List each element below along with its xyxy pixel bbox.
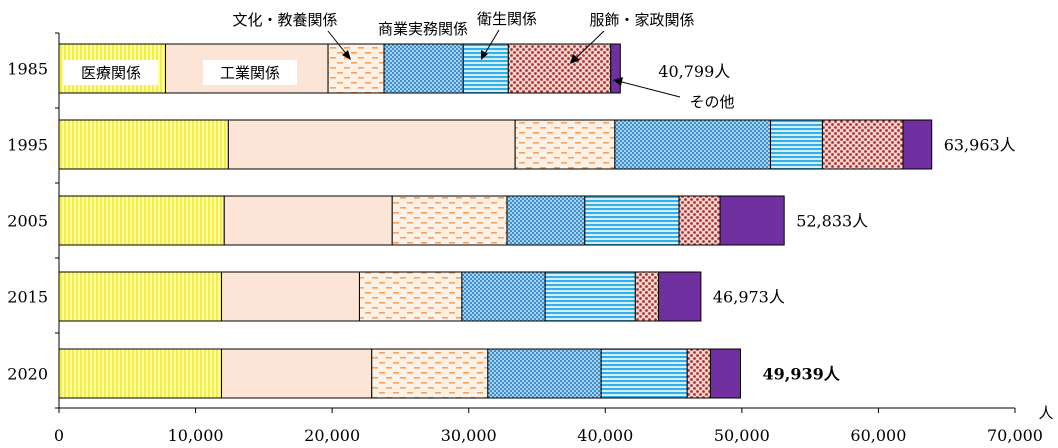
y-ticks-layer: 1985 1995 2005 2015 2020 bbox=[7, 32, 59, 409]
bar-segment-1995-s1 bbox=[227, 119, 516, 170]
annotations: 医療関係 工業関係 文化・教養関係 商業実務関係 衛生関係 服飾・家政関係 その… bbox=[64, 10, 735, 111]
callout-culture-arrowhead bbox=[342, 50, 351, 60]
total-label-2020: 49,939人 bbox=[762, 365, 840, 384]
callout-other-line bbox=[617, 80, 681, 98]
bar-segment-2015-s0 bbox=[58, 271, 223, 322]
bar-segment-2020-s3 bbox=[487, 348, 602, 399]
callout-other: その他 bbox=[689, 93, 734, 111]
callout-commerce: 商業実務関係 bbox=[378, 20, 468, 38]
bar-segment-2005-s3 bbox=[506, 195, 586, 246]
callout-culture: 文化・教養関係 bbox=[232, 11, 337, 29]
bar-segment-1985-s3 bbox=[383, 43, 464, 94]
total-label-2005: 52,833人 bbox=[796, 212, 868, 231]
bar-segment-1985-s5 bbox=[507, 43, 612, 94]
bar-segment-2020-s6 bbox=[709, 348, 741, 399]
y-tick-label: 2015 bbox=[7, 288, 48, 307]
y-tick-label: 2005 bbox=[7, 212, 48, 231]
bar-segment-2020-s0 bbox=[58, 348, 223, 399]
x-tick-label: 70,000 bbox=[987, 426, 1043, 445]
x-tick-label: 10,000 bbox=[168, 426, 224, 445]
x-tick-label: 60,000 bbox=[850, 426, 906, 445]
bar-segment-2005-s2 bbox=[391, 195, 508, 246]
bar-segment-2005-s6 bbox=[719, 195, 785, 246]
bar-segment-2020-s2 bbox=[371, 348, 489, 399]
bar-segment-2005-s1 bbox=[223, 195, 393, 246]
y-tick-label: 1985 bbox=[7, 60, 48, 79]
callout-hygiene-line bbox=[483, 29, 500, 56]
axes-layer bbox=[58, 33, 1015, 409]
y-tick-label: 2020 bbox=[7, 365, 48, 384]
bar-segment-2005-s5 bbox=[678, 195, 721, 246]
label-bg-industry bbox=[203, 60, 297, 85]
totals-layer: 40,799人 63,963人 52,833人 46,973人 49,939人 bbox=[658, 62, 1015, 384]
bar-segment-1995-s5 bbox=[821, 119, 904, 170]
bar-segment-2020-s5 bbox=[686, 348, 711, 399]
bar-segment-2015-s5 bbox=[634, 271, 660, 322]
callout-hygiene-arrowhead bbox=[481, 50, 488, 60]
y-tick-label: 1995 bbox=[7, 136, 48, 155]
bar-segment-2005-s0 bbox=[58, 195, 225, 246]
bar-segment-1995-s3 bbox=[614, 119, 772, 170]
x-ticks-layer: 0 10,000 20,000 30,000 40,000 50,000 60,000 70,… bbox=[54, 408, 1043, 445]
bar-segment-1985-s4 bbox=[462, 43, 509, 94]
label-medical: 医療関係 bbox=[81, 64, 141, 82]
callout-apparel: 服飾・家政関係 bbox=[589, 11, 694, 29]
bar-segment-2005-s4 bbox=[584, 195, 680, 246]
x-tick-label: 50,000 bbox=[714, 426, 770, 445]
bar-segment-2015-s1 bbox=[221, 271, 360, 322]
x-tick-label: 40,000 bbox=[577, 426, 633, 445]
callout-apparel-arrowhead bbox=[570, 54, 580, 64]
total-label-1985: 40,799人 bbox=[658, 62, 730, 81]
bar-segment-1995-s6 bbox=[902, 119, 933, 170]
bars-layer bbox=[58, 43, 933, 399]
bar-segment-2015-s4 bbox=[544, 271, 636, 322]
bar-segment-2020-s1 bbox=[221, 348, 373, 399]
x-tick-label: 30,000 bbox=[441, 426, 497, 445]
total-label-1995: 63,963人 bbox=[944, 136, 1016, 155]
bar-segment-1995-s0 bbox=[58, 119, 229, 170]
bar-segment-2015-s6 bbox=[658, 271, 702, 322]
bar-segment-1985-s6 bbox=[610, 43, 621, 94]
callout-apparel-line bbox=[573, 30, 605, 61]
bar-segment-1985-s2 bbox=[327, 43, 385, 94]
bar-segment-2015-s2 bbox=[358, 271, 463, 322]
bar-segment-2015-s3 bbox=[461, 271, 546, 322]
label-bg-medical bbox=[64, 60, 158, 85]
callout-culture-line bbox=[327, 30, 349, 57]
x-tick-label: 0 bbox=[54, 426, 64, 445]
label-industry: 工業関係 bbox=[220, 64, 280, 82]
bar-segment-2020-s4 bbox=[600, 348, 688, 399]
callout-hygiene: 衛生関係 bbox=[477, 10, 537, 28]
bar-segment-1995-s2 bbox=[514, 119, 616, 170]
bar-segment-1995-s4 bbox=[770, 119, 823, 170]
x-unit-label: 人 bbox=[1038, 404, 1053, 422]
callout-other-arrowhead bbox=[613, 77, 623, 86]
total-label-2015: 46,973人 bbox=[713, 288, 785, 307]
x-tick-label: 20,000 bbox=[304, 426, 360, 445]
